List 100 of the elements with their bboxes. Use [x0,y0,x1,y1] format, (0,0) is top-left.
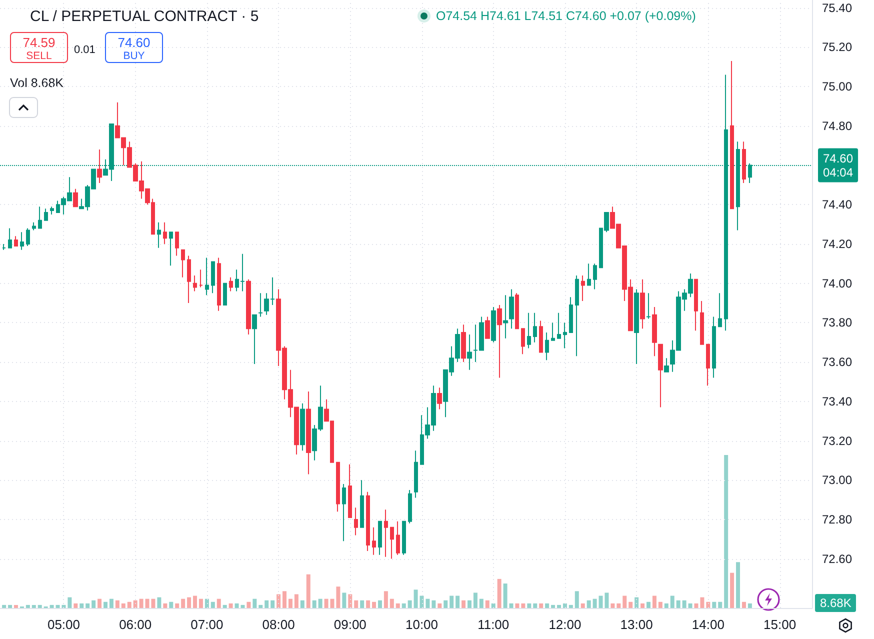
candlestick [205,257,209,296]
x-tick-label: 11:00 [478,617,510,632]
bar [432,600,436,608]
bar [246,602,251,608]
annotation: SELL [25,50,53,62]
candlestick [14,236,18,246]
bar [115,600,120,608]
bar [2,604,6,608]
bar [175,603,180,608]
bar [592,598,597,608]
candlestick [437,387,442,410]
bar [396,603,400,608]
text: 8.68K [815,594,856,612]
candlestick [593,263,597,290]
candlestick [730,60,734,210]
candlestick [246,278,251,335]
candlestick [491,306,496,343]
bar [204,598,209,608]
candlestick [706,344,710,386]
y-tick-label: 73.60 [822,355,852,370]
candlestick [384,509,388,558]
bar [210,602,215,608]
bar [163,603,168,608]
candlestick [97,149,102,184]
y-tick-label: 74.00 [822,276,852,290]
candlestick [461,324,466,363]
candlestick [342,484,346,542]
bar [521,603,526,608]
bar [628,602,633,608]
candlestick [199,269,203,288]
annotation: 0.01 [74,44,96,56]
candlestick [211,261,215,294]
candlestick [181,249,185,278]
candlestick [563,322,567,349]
bar [109,598,114,608]
bar [574,591,579,608]
candlestick [700,300,704,345]
bar [748,603,752,608]
candlestick [402,520,406,556]
ref-line-label: 74.60 04:04 [823,151,854,180]
candlestick [742,141,746,184]
candlestick [157,222,161,248]
candlestick [38,206,42,229]
bar [718,602,722,608]
bar [360,600,364,608]
bar [402,603,406,608]
bar [509,603,514,608]
bar [222,604,227,608]
bar [622,596,627,608]
bar [557,604,561,608]
x-tick-label: 09:00 [334,617,366,632]
bar [68,597,72,608]
annotation: Vol 8.68K [10,76,64,90]
bar [700,597,704,608]
y-tick-label: 74.40 [822,198,852,212]
bar [139,598,144,608]
bar [276,594,281,608]
bar [408,600,412,608]
candlestick [229,276,233,292]
bar [252,598,257,608]
bar [467,600,472,608]
bar [742,602,746,608]
bar [527,603,532,608]
candlestick [73,188,78,208]
candlestick [258,292,263,318]
text: CL / PERPETUAL CONTRACT · 5 [30,8,259,25]
bar [354,600,358,608]
candlestick [467,334,472,370]
bar [26,604,30,608]
bar [438,603,442,608]
bar [682,600,686,608]
y-tick-label: 74.20 [822,236,852,251]
bar [133,600,138,608]
bar [348,594,352,608]
bar [342,592,346,608]
candlestick [408,489,412,524]
bar [288,598,292,608]
candlestick [223,282,227,306]
candlestick [26,228,30,246]
candlestick [497,304,502,378]
candlestick [193,274,197,292]
bar [736,562,740,608]
candlestick [718,292,722,328]
bar [551,604,556,608]
candlestick [503,294,508,339]
bar [14,604,18,608]
candlestick [187,255,191,304]
bar [712,602,716,608]
y-tick-label: 75.40 [822,0,852,15]
bar [50,604,54,608]
y-tick-label: 73.20 [822,434,852,448]
candlestick [569,296,573,334]
candlestick [634,288,639,365]
candlestick [378,520,382,556]
bar [372,602,376,608]
annotation: 74.60 [116,35,152,50]
bar [485,600,490,608]
bar [38,604,42,608]
candlestick [372,526,376,556]
candlestick [396,520,400,556]
